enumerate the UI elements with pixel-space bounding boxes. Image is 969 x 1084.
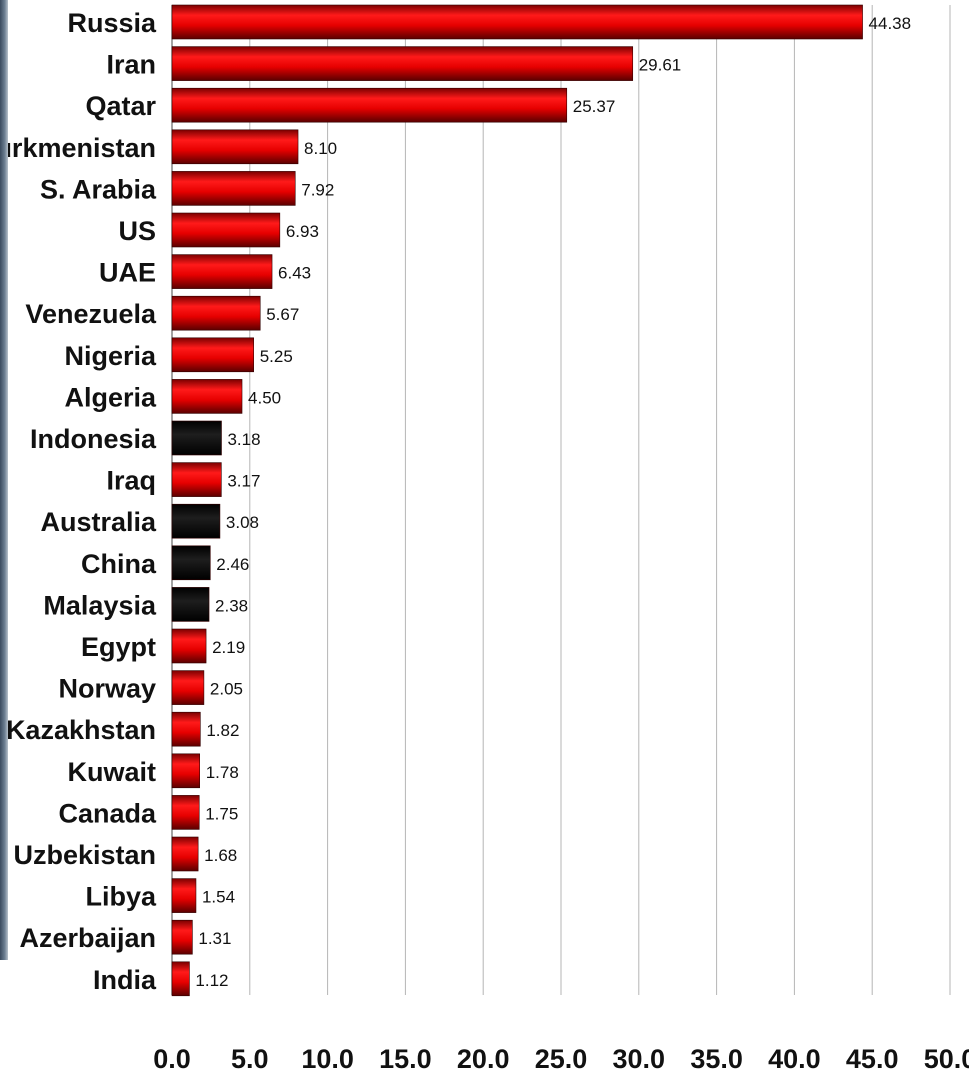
- value-label: 1.54: [202, 888, 235, 907]
- x-tick-label: 30.0: [613, 1044, 666, 1074]
- bar-uae: [171, 254, 273, 289]
- x-tick-label: 15.0: [379, 1044, 432, 1074]
- value-label: 1.82: [206, 721, 239, 740]
- category-label: Malaysia: [43, 590, 157, 620]
- x-tick-label: 25.0: [535, 1044, 588, 1074]
- category-label: S. Arabia: [40, 174, 157, 204]
- value-label: 1.78: [206, 763, 239, 782]
- category-label: Uzbekistan: [13, 840, 156, 870]
- value-label: 44.38: [869, 14, 912, 33]
- x-tick-label: 45.0: [846, 1044, 899, 1074]
- category-label: Kazakhstan: [6, 715, 156, 745]
- category-labels: Russia Iran Qatar Turkmenistan S. Arabia US UA…: [0, 8, 157, 995]
- value-label: 5.67: [266, 305, 299, 324]
- value-label: 5.25: [260, 347, 293, 366]
- bar-s-arabia: [171, 171, 296, 206]
- category-label: Libya: [85, 882, 157, 912]
- category-label: UAE: [99, 258, 156, 288]
- left-edge-strip: [0, 0, 8, 960]
- x-tick-label: 20.0: [457, 1044, 510, 1074]
- value-label: 1.12: [195, 971, 228, 990]
- bar-norway: [171, 670, 205, 705]
- category-label: Turkmenistan: [0, 133, 156, 163]
- value-label: 3.18: [227, 430, 260, 449]
- value-label: 25.37: [573, 97, 616, 116]
- category-label: Venezuela: [25, 299, 157, 329]
- value-label: 6.43: [278, 264, 311, 283]
- bar-malaysia: [171, 587, 210, 622]
- bar-canada: [171, 795, 200, 830]
- bar-india: [171, 961, 190, 997]
- category-label: India: [93, 965, 157, 995]
- bar-iraq: [171, 462, 222, 497]
- category-label: Australia: [40, 507, 157, 537]
- value-label: 1.68: [204, 846, 237, 865]
- value-label: 2.19: [212, 638, 245, 657]
- bar-nigeria: [171, 337, 254, 373]
- category-label: Kuwait: [67, 757, 156, 787]
- value-label: 2.38: [215, 596, 248, 615]
- category-label: Nigeria: [64, 341, 157, 371]
- category-label: Russia: [67, 8, 157, 38]
- category-label: US: [118, 216, 156, 246]
- category-label: Qatar: [85, 91, 156, 121]
- gridlines: [171, 5, 951, 995]
- bar-kazakhstan: [171, 711, 201, 747]
- value-label: 29.61: [639, 56, 682, 75]
- category-label: China: [81, 549, 157, 579]
- category-label: Algeria: [64, 382, 157, 412]
- bar-us: [171, 212, 281, 248]
- x-tick-label: 50.0: [924, 1044, 969, 1074]
- x-tick-label: 10.0: [301, 1044, 354, 1074]
- x-tick-label: 35.0: [690, 1044, 743, 1074]
- bar-china: [171, 545, 211, 581]
- category-label: Iraq: [106, 466, 156, 496]
- bar-australia: [171, 503, 221, 539]
- x-tick-label: 5.0: [231, 1044, 269, 1074]
- x-tick-label: 0.0: [153, 1044, 191, 1074]
- x-tick-label: 40.0: [768, 1044, 821, 1074]
- x-tick-labels: 0.0 5.0 10.0 15.0 20.0 25.0 30.0 35.0 40.0 45.0 50…: [153, 1044, 969, 1074]
- bar-venezuela: [171, 295, 261, 331]
- value-label: 3.17: [227, 472, 260, 491]
- bars: [171, 4, 863, 997]
- bar-azerbaijan: [171, 919, 193, 955]
- bar-qatar: [171, 87, 568, 123]
- bar-russia: [171, 4, 863, 40]
- category-label: Canada: [58, 798, 157, 828]
- value-label: 6.93: [286, 222, 319, 241]
- category-label: Indonesia: [30, 424, 157, 454]
- category-label: Iran: [106, 50, 156, 80]
- value-labels: 44.38 29.61 25.37 8.10 7.92 6.93 6.43 5.67 5.25 4…: [195, 14, 911, 990]
- bar-iran: [171, 46, 634, 81]
- bar-kuwait: [171, 753, 200, 789]
- value-label: 1.31: [198, 929, 231, 948]
- category-label: Norway: [58, 674, 156, 704]
- value-label: 8.10: [304, 139, 337, 158]
- bar-uzbekistan: [171, 836, 199, 872]
- category-label: Azerbaijan: [19, 923, 156, 953]
- value-label: 4.50: [248, 388, 281, 407]
- value-label: 1.75: [205, 804, 238, 823]
- value-label: 7.92: [301, 180, 334, 199]
- bar-algeria: [171, 379, 243, 414]
- bar-egypt: [171, 628, 207, 664]
- value-label: 2.46: [216, 555, 249, 574]
- value-label: 3.08: [226, 513, 259, 532]
- bar-libya: [171, 878, 197, 913]
- value-label: 2.05: [210, 680, 243, 699]
- bar-indonesia: [171, 420, 222, 456]
- category-label: Egypt: [81, 632, 156, 662]
- bar-turkmenistan: [171, 129, 299, 165]
